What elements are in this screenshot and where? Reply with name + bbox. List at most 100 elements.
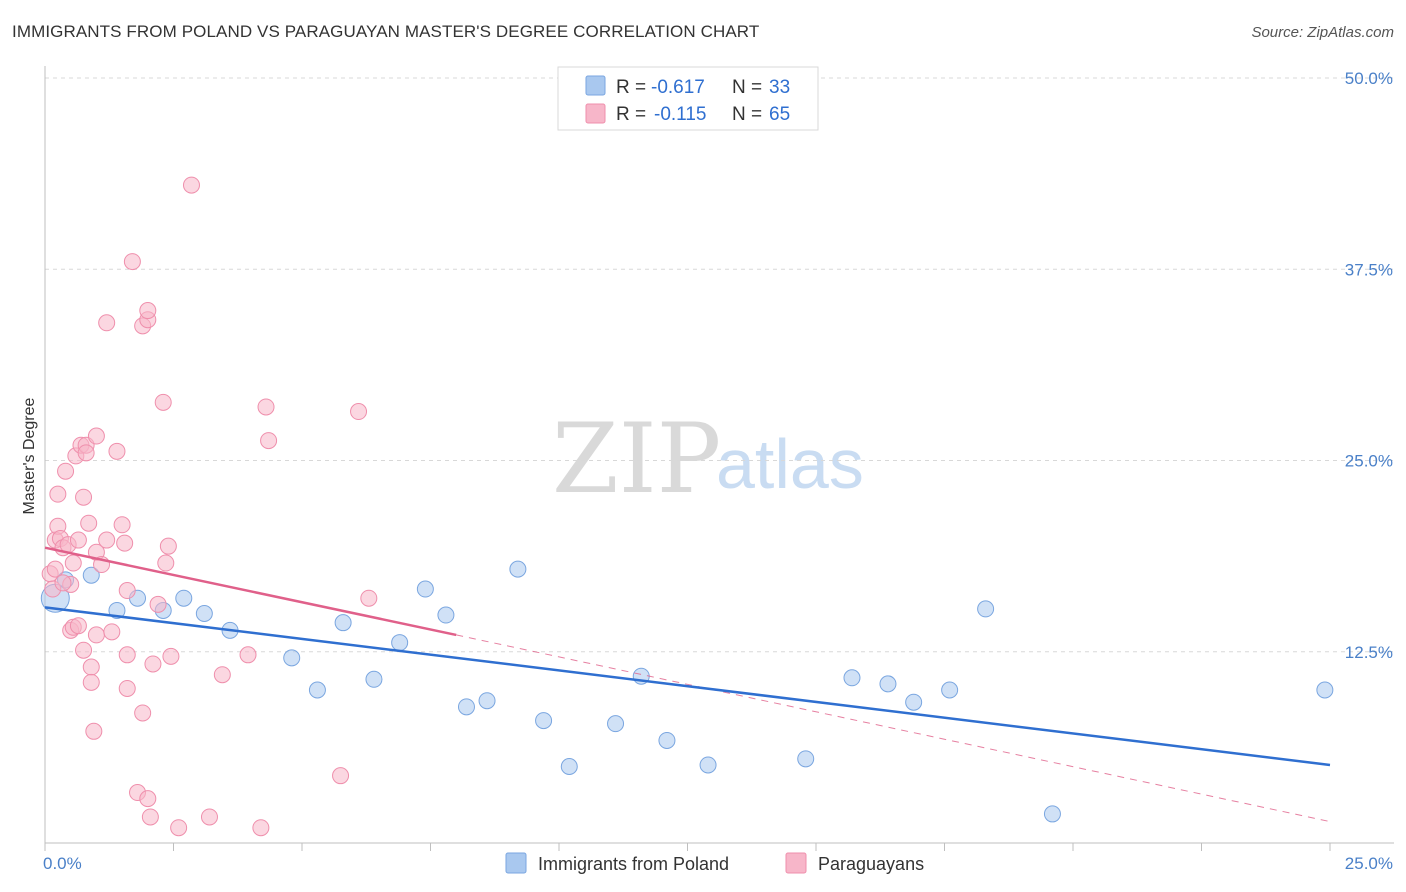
grid — [45, 77, 1394, 653]
legend-n-value-paraguay: 65 — [769, 104, 790, 125]
paraguay-point-61 — [46, 560, 64, 578]
poland-point-7 — [195, 605, 213, 622]
poland-point-30 — [977, 600, 995, 618]
watermark-zip: ZIP — [552, 403, 721, 515]
paraguay-point-30 — [103, 623, 121, 641]
poland-point-20 — [560, 758, 578, 775]
paraguay-point-28 — [98, 314, 116, 332]
source-label: Source: ZipAtlas.com — [1251, 24, 1394, 41]
paraguay-point-55 — [252, 819, 270, 837]
poland-point-6 — [175, 589, 193, 607]
poland-point-32 — [1316, 681, 1334, 699]
watermark-atlas: atlas — [716, 425, 864, 503]
paraguay-point-41 — [139, 302, 157, 320]
legend-r-label-paraguay: R = — [616, 104, 646, 125]
paraguay-point-35 — [118, 679, 136, 697]
paraguay-point-63 — [116, 534, 134, 552]
paraguay-point-3 — [49, 485, 67, 503]
paraguay-point-45 — [149, 595, 167, 613]
poland-point-18 — [509, 560, 527, 578]
poland-point-3 — [108, 601, 126, 619]
legend-swatch-poland — [585, 75, 606, 96]
paraguay-point-57 — [260, 432, 278, 450]
poland-point-11 — [334, 614, 352, 632]
poland-point-17 — [478, 692, 496, 710]
poland-point-16 — [457, 698, 475, 716]
poland-point-25 — [797, 750, 815, 768]
poland-trend-line — [44, 606, 1331, 767]
poland-point-28 — [905, 693, 923, 711]
y-tick-label-2: 37.5% — [1345, 260, 1393, 279]
poland-point-9 — [283, 649, 301, 667]
paraguay-point-23 — [85, 722, 103, 740]
series-legend: Immigrants from Poland Paraguayans — [505, 852, 924, 874]
paraguay-point-7 — [57, 462, 75, 480]
paraguay-point-44 — [144, 655, 162, 673]
paraguay-point-11 — [64, 554, 82, 572]
y-tick-label-0: 12.5% — [1345, 643, 1393, 662]
correlation-legend: R = -0.617 N = 33 R = -0.115 N = 65 — [557, 66, 819, 131]
paraguay-point-51 — [182, 176, 200, 194]
y-tick-label-1: 25.0% — [1345, 452, 1393, 471]
paraguay-point-49 — [162, 647, 180, 665]
paraguay-point-31 — [108, 442, 126, 460]
bottom-legend-label-paraguay: Paraguayans — [818, 854, 924, 874]
poland-point-14 — [416, 580, 434, 598]
y-tick-label-3: 50.0% — [1345, 69, 1393, 88]
paraguay-point-16 — [75, 488, 93, 506]
poland-point-29 — [941, 681, 959, 699]
paraguay-point-53 — [213, 666, 231, 684]
paraguay-point-22 — [82, 673, 100, 691]
paraguay-point-33 — [118, 582, 136, 600]
paraguay-point-64 — [69, 617, 87, 635]
paraguay-trend-line — [44, 546, 457, 637]
paraguay-point-62 — [54, 574, 72, 592]
poland-point-15 — [437, 606, 455, 624]
paraguay-point-19 — [77, 444, 95, 462]
paraguay-point-36 — [123, 253, 141, 271]
legend-n-value-poland: 33 — [769, 77, 790, 98]
paraguay-point-60 — [360, 589, 378, 607]
poland-point-24 — [699, 756, 717, 774]
paraguay-point-50 — [170, 819, 188, 837]
paraguay-point-54 — [239, 646, 257, 664]
paraguay-point-43 — [141, 808, 159, 826]
paraguay-point-25 — [87, 427, 105, 445]
legend-r-value-poland: -0.617 — [651, 77, 705, 98]
bottom-legend-label-poland: Immigrants from Poland — [538, 854, 729, 874]
paraguay-point-17 — [75, 641, 93, 659]
paraguay-point-26 — [87, 626, 105, 644]
poland-point-21 — [607, 715, 625, 733]
legend-n-label-poland: N = — [732, 77, 762, 98]
poland-point-23 — [658, 731, 676, 749]
paraguay-trend-extension — [456, 634, 1331, 823]
trend-lines — [44, 546, 1331, 823]
poland-point-12 — [365, 670, 383, 688]
paraguay-point-32 — [113, 516, 131, 534]
bottom-legend-swatch-paraguay — [785, 852, 807, 874]
x-tick-label-0: 0.0% — [43, 854, 82, 873]
paraguay-points — [41, 176, 378, 837]
paraguay-point-52 — [200, 808, 218, 826]
paraguay-point-29 — [98, 531, 116, 549]
paraguay-point-58 — [332, 767, 350, 785]
axes: 12.5% 25.0% 37.5% 50.0% 0.0% 25.0% — [43, 66, 1394, 873]
paraguay-point-34 — [118, 646, 136, 664]
paraguay-point-42 — [139, 790, 157, 808]
poland-point-13 — [391, 634, 409, 652]
poland-point-27 — [879, 675, 897, 693]
paraguay-point-14 — [69, 531, 87, 549]
poland-point-2 — [82, 566, 100, 584]
legend-r-value-paraguay: -0.115 — [654, 104, 706, 125]
paraguay-point-59 — [350, 403, 368, 421]
paraguay-point-47 — [157, 554, 175, 572]
paraguay-point-48 — [159, 537, 177, 555]
chart-title: IMMIGRANTS FROM POLAND VS PARAGUAYAN MAS… — [12, 22, 760, 41]
y-axis-label: Master's Degree — [21, 397, 38, 514]
poland-points — [40, 560, 1334, 823]
legend-r-label-poland: R = — [616, 77, 646, 98]
paraguay-point-20 — [80, 514, 98, 532]
poland-point-10 — [308, 681, 326, 699]
paraguay-point-56 — [257, 398, 275, 416]
paraguay-point-46 — [154, 393, 172, 411]
